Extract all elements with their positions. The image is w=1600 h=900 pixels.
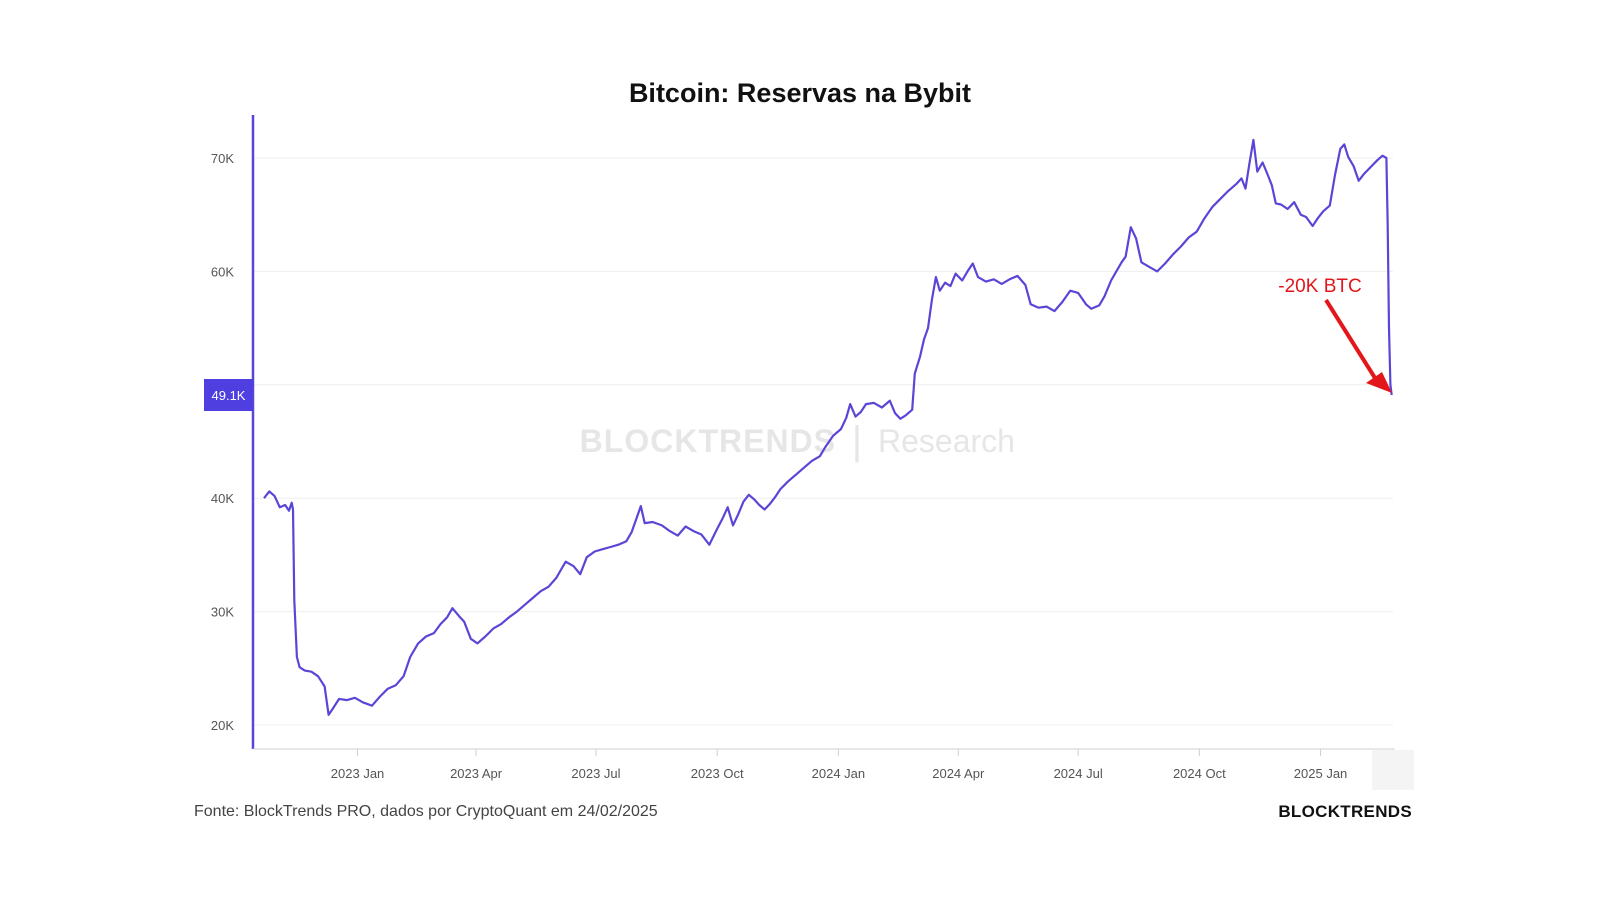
- x-tick-label: 2023 Jul: [571, 766, 620, 781]
- watermark-brand: BLOCKTRENDS: [580, 423, 836, 459]
- watermark: BLOCKTRENDS | Research: [580, 419, 1015, 463]
- y-tick-label: 20K: [211, 718, 234, 733]
- x-tick-label: 2023 Jan: [331, 766, 385, 781]
- x-tick-label: 2025 Jan: [1294, 766, 1348, 781]
- source-note: Fonte: BlockTrends PRO, dados por Crypto…: [194, 803, 658, 820]
- x-tick-label: 2023 Apr: [450, 766, 503, 781]
- y-tick-label: 30K: [211, 605, 234, 620]
- x-axis-ticks: 2023 Jan 2023 Apr 2023 Jul 2023 Oct 2024 Jan…: [331, 749, 1348, 781]
- y-tick-label: 60K: [211, 264, 234, 279]
- series-line: [263, 138, 1393, 716]
- watermark-divider: |: [852, 419, 862, 463]
- current-value-badge: 49.1K: [204, 379, 253, 412]
- current-value-badge-box: [204, 379, 253, 412]
- y-tick-label: 70K: [211, 151, 234, 166]
- annotation: -20K BTC: [1278, 276, 1392, 393]
- x-tick-label: 2024 Apr: [932, 766, 985, 781]
- annotation-arrow-head: [1366, 372, 1392, 393]
- gridlines: [254, 157, 1393, 726]
- chart-title: Bitcoin: Reservas na Bybit: [628, 78, 972, 108]
- x-tick-label: 2024 Jul: [1054, 766, 1103, 781]
- y-axis-ticks: 20K 30K 40K 60K 70K: [211, 151, 234, 733]
- x-tick-label: 2024 Oct: [1173, 766, 1226, 781]
- x-axis-end-shade: [1372, 750, 1414, 790]
- watermark-suffix: Research: [878, 423, 1015, 459]
- brand-logo: BLOCKTRENDS: [1278, 802, 1412, 821]
- x-tick-label: 2024 Jan: [812, 766, 866, 781]
- current-value-badge-text: 49.1K: [212, 388, 246, 403]
- annotation-text: -20K BTC: [1278, 276, 1361, 297]
- annotation-arrow-line: [1324, 298, 1377, 380]
- x-tick-label: 2023 Oct: [691, 766, 744, 781]
- y-tick-label: 40K: [211, 491, 234, 506]
